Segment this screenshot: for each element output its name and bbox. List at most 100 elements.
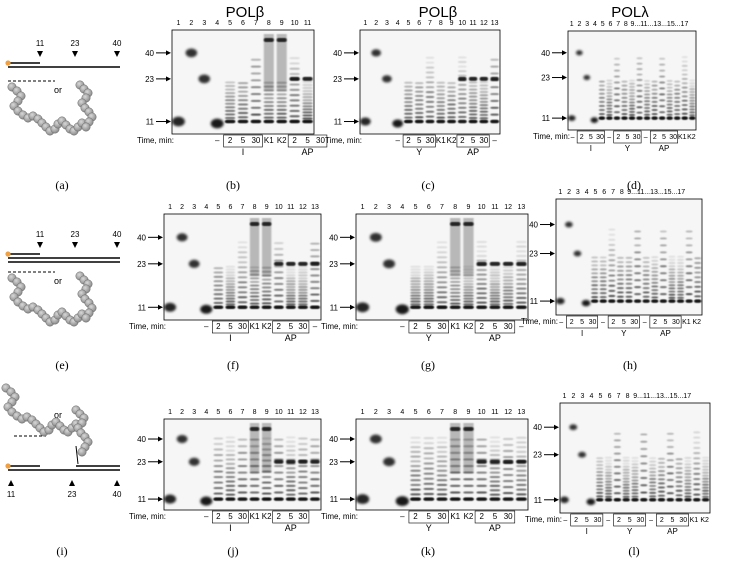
lane-number: 3	[202, 20, 206, 27]
gel-band	[629, 95, 635, 98]
gel-band	[631, 479, 639, 482]
gel-band	[458, 97, 467, 100]
size-marker-arrowhead	[350, 304, 355, 310]
gel-band	[629, 104, 635, 107]
gel-band	[516, 464, 527, 468]
gel-band	[502, 272, 514, 275]
lane-number: 1	[168, 204, 172, 211]
gel-g-lane-numbers: 1 2 3 4 5 6 7 8 9 10 11 12 13	[361, 204, 526, 211]
gel-band	[651, 274, 659, 277]
gel-band	[613, 445, 621, 449]
gel-band	[476, 278, 487, 281]
time-value: K1	[682, 319, 691, 326]
gel-band	[681, 108, 688, 111]
gel-band	[286, 280, 296, 283]
gel-band	[423, 291, 434, 294]
gel-band	[614, 116, 620, 120]
gel-band	[289, 119, 300, 124]
gel-band	[274, 288, 284, 291]
gel-band	[425, 56, 435, 59]
gel-band	[237, 286, 248, 289]
gel-band	[516, 488, 527, 491]
gel-band	[677, 280, 684, 284]
gel-band	[298, 481, 308, 484]
gel-band	[674, 116, 681, 120]
gel-band	[614, 93, 620, 96]
gel-band	[423, 283, 434, 286]
gel-spot	[565, 221, 573, 228]
size-marker-arrowhead	[354, 119, 359, 125]
gel-band	[286, 436, 296, 439]
gel-band	[286, 471, 296, 474]
gel-band	[599, 292, 607, 295]
gel-band	[608, 269, 616, 272]
gel-band	[489, 449, 501, 452]
gel-band	[660, 286, 667, 289]
gel-band	[410, 305, 421, 310]
gel-band	[225, 471, 236, 474]
gel-band	[502, 459, 514, 464]
gel-band	[605, 456, 612, 459]
gel-band	[685, 265, 693, 268]
gel-band	[599, 299, 607, 303]
gel-band	[450, 280, 461, 284]
gel-band	[649, 477, 657, 481]
size-marker-label: 40	[533, 423, 542, 432]
size-marker-arrowhead	[354, 76, 359, 82]
gel-band	[608, 284, 616, 287]
gel-band	[298, 305, 308, 310]
gel-band	[225, 453, 236, 457]
gel-spot	[560, 496, 569, 504]
gel-band	[302, 96, 313, 99]
gel-band	[410, 488, 421, 491]
gel-band	[298, 464, 308, 468]
gel-band	[463, 300, 474, 303]
gel-band	[458, 111, 467, 114]
gel-band	[410, 446, 421, 449]
gel-band	[702, 462, 710, 465]
gel-band	[622, 495, 630, 498]
group-label-ap: AP	[467, 147, 479, 157]
gel-band	[666, 86, 673, 89]
group-label-i: I	[581, 329, 583, 338]
lane-number: 5	[228, 20, 232, 27]
gel-band	[622, 456, 630, 459]
lane-number: 2	[578, 21, 582, 28]
gel-band	[225, 303, 236, 306]
gel-band	[263, 104, 274, 108]
gel-d-lane-numbers: 1 2 3 4 5 6 7 8 9...11...13...15...17	[570, 21, 689, 28]
gel-band	[225, 497, 236, 501]
gel-band	[677, 287, 684, 290]
gel-band	[450, 478, 461, 481]
gel-band	[410, 291, 421, 294]
time-value: –	[607, 134, 611, 141]
gel-band	[476, 268, 487, 272]
gel-band	[237, 103, 249, 106]
size-marker-label: 23	[333, 75, 342, 84]
gel-band	[237, 116, 249, 119]
gel-band	[629, 92, 635, 95]
gel-band	[502, 479, 514, 483]
size-marker-arrowhead	[350, 261, 355, 267]
gel-band	[640, 455, 648, 458]
lane-number: 4	[593, 21, 597, 28]
gel-band	[463, 303, 474, 306]
group-bracket	[212, 320, 249, 334]
gel-band	[605, 492, 612, 495]
gel-band	[249, 222, 260, 226]
gel-band	[249, 305, 260, 310]
gel-band	[274, 271, 284, 274]
gel-band	[310, 242, 320, 245]
gel-band	[423, 305, 434, 310]
gel-band	[274, 265, 284, 268]
gel-band	[677, 299, 684, 303]
gel-band	[298, 300, 308, 303]
gel-band	[415, 103, 424, 106]
group-label-y: Y	[625, 144, 631, 153]
gel-band	[651, 289, 659, 292]
gel-band	[702, 492, 710, 495]
time-value: K1	[250, 512, 260, 521]
